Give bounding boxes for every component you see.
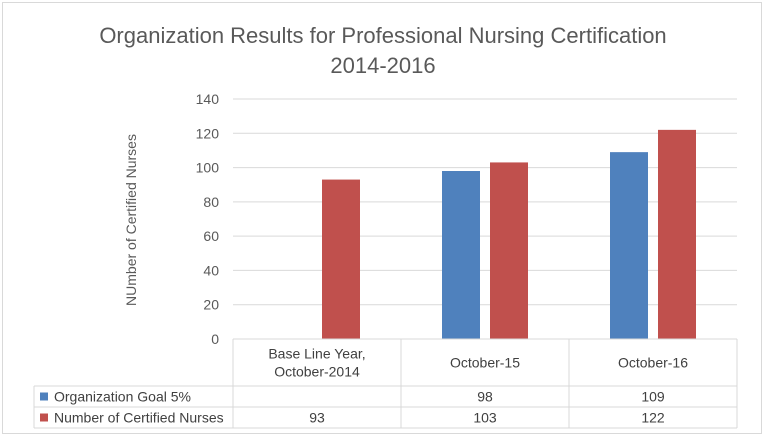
legend-key-1 bbox=[40, 413, 48, 422]
category-label: October-16 bbox=[618, 355, 688, 371]
category-label: October-15 bbox=[450, 355, 520, 371]
bar-certified-2 bbox=[658, 129, 696, 339]
data-table-value: 109 bbox=[641, 389, 665, 405]
bar-certified-0 bbox=[322, 179, 360, 339]
y-tick-label: 60 bbox=[203, 228, 219, 244]
y-tick-label: 120 bbox=[196, 125, 220, 141]
data-table-value: 93 bbox=[309, 410, 325, 426]
bar-certified-1 bbox=[490, 162, 528, 339]
legend-key-0 bbox=[40, 392, 48, 401]
data-table-value: 98 bbox=[477, 389, 493, 405]
chart-title-line1: Organization Results for Professional Nu… bbox=[99, 23, 667, 48]
y-tick-label: 40 bbox=[203, 262, 219, 278]
data-table-value: 103 bbox=[473, 410, 497, 426]
y-tick-label: 20 bbox=[203, 297, 219, 313]
y-tick-label: 100 bbox=[196, 160, 220, 176]
legend-entry-0: Organization Goal 5% bbox=[54, 389, 191, 405]
bar-goal-2 bbox=[610, 152, 648, 339]
chart-title-line2: 2014-2016 bbox=[330, 53, 436, 78]
chart-title: Organization Results for Professional Nu… bbox=[3, 21, 763, 81]
category-label: October-2014 bbox=[274, 364, 360, 380]
data-table-value: 122 bbox=[641, 410, 665, 426]
y-tick-label: 140 bbox=[196, 91, 220, 107]
y-tick-label: 0 bbox=[211, 331, 219, 347]
category-label: Base Line Year, bbox=[268, 346, 365, 362]
bar-goal-1 bbox=[442, 171, 480, 339]
legend-entry-1: Number of Certified Nurses bbox=[54, 410, 224, 426]
y-tick-label: 80 bbox=[203, 194, 219, 210]
